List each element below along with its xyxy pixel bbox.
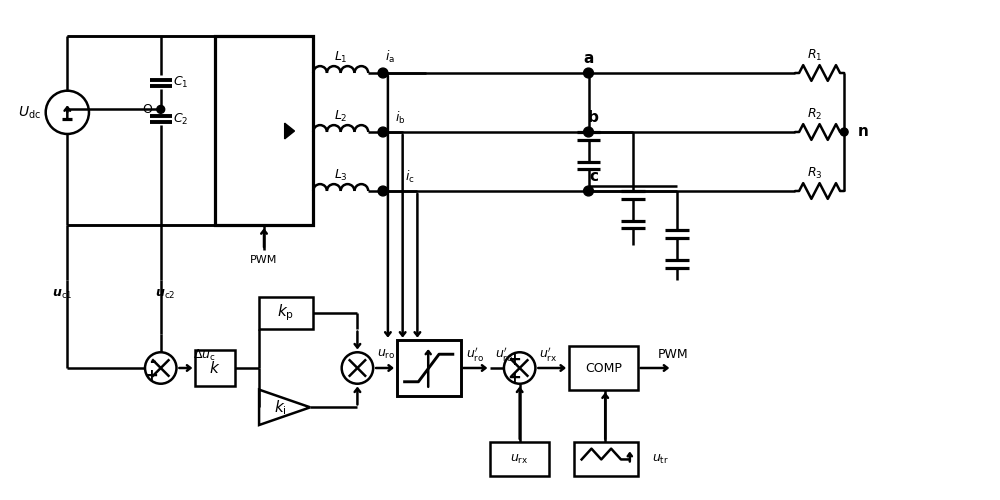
Bar [195,350,234,386]
Bar [259,297,313,328]
Text: $R_2$: $R_2$ [807,106,822,122]
Text: PWM: PWM [250,255,278,265]
Text: +: + [507,369,521,387]
Text: $R_3$: $R_3$ [807,166,822,181]
Text: $u_{\rm rx}$: $u_{\rm rx}$ [510,453,529,466]
Text: +: + [507,351,521,369]
Text: $L_1$: $L_1$ [334,50,348,65]
Text: $R_1$: $R_1$ [807,48,822,63]
Text: $i_{\rm c}$: $i_{\rm c}$ [405,169,414,186]
Circle shape [378,127,388,137]
Circle shape [378,68,388,78]
Text: $u_{\rm rx}'$: $u_{\rm rx}'$ [539,345,558,363]
Text: $u_{\rm ro}$: $u_{\rm ro}$ [377,348,395,361]
Text: -: - [149,353,156,371]
Text: $i_{\rm b}$: $i_{\rm b}$ [395,110,405,126]
Text: COMP: COMP [585,362,622,374]
Circle shape [584,127,593,137]
Bar [569,346,638,390]
Text: $\Delta u_{\rm c}$: $\Delta u_{\rm c}$ [193,348,216,363]
Text: +: + [144,367,158,385]
Text: $L_2$: $L_2$ [334,108,347,124]
Text: $\boldsymbol{u}_{\rm c2}$: $\boldsymbol{u}_{\rm c2}$ [155,288,176,301]
Text: $u_{\rm tr}$: $u_{\rm tr}$ [652,453,669,466]
Polygon shape [285,123,294,139]
Circle shape [584,186,593,196]
Text: $k_{\rm p}$: $k_{\rm p}$ [277,302,294,323]
Bar [215,36,313,226]
Text: $C_1$: $C_1$ [173,76,188,90]
Text: $i_{\rm a}$: $i_{\rm a}$ [385,49,395,66]
Text: $\boldsymbol{u}_{\rm c1}$: $\boldsymbol{u}_{\rm c1}$ [52,288,73,301]
Text: b: b [588,110,599,124]
Text: c: c [589,169,598,184]
Text: $L_3$: $L_3$ [334,168,348,183]
Circle shape [584,68,593,78]
Text: $k_{\rm i}$: $k_{\rm i}$ [274,398,287,416]
Circle shape [840,128,848,136]
Text: $u_{\rm ro}'$: $u_{\rm ro}'$ [495,345,513,363]
Text: $u_{\rm ro}'$: $u_{\rm ro}'$ [466,345,484,363]
Text: PWM: PWM [657,348,688,360]
Circle shape [157,106,165,114]
Text: a: a [583,50,594,66]
Text: $k$: $k$ [209,360,220,376]
Bar [490,442,549,476]
Text: $U_{\rm dc}$: $U_{\rm dc}$ [18,104,41,120]
Text: n: n [858,124,869,140]
Bar [574,442,638,476]
Circle shape [378,186,388,196]
Text: $C_2$: $C_2$ [173,112,188,127]
Bar [397,340,461,396]
Text: O: O [142,103,152,116]
